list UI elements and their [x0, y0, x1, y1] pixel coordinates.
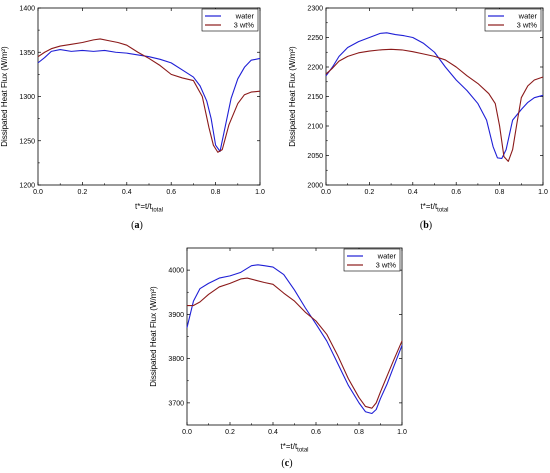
series-line-water — [325, 32, 544, 159]
x-axis-title: t*=t/ttotal — [420, 202, 448, 214]
x-tick-label: 0.2 — [225, 429, 235, 436]
y-tick-label: 3700 — [168, 400, 184, 407]
y-tick-label: 2300 — [307, 6, 323, 13]
x-tick-label: 1.0 — [397, 429, 407, 436]
legend-label: water — [377, 252, 397, 261]
x-tick-label: 0.8 — [495, 189, 505, 196]
y-tick-label: 2100 — [307, 124, 323, 131]
panel-label-open: ( — [281, 458, 285, 469]
series-line-3-wt- — [37, 38, 261, 153]
y-tick-label: 2250 — [307, 35, 323, 42]
panel-b: 0.0 0.2 0.4 0.6 0.8 1.0 2000 2050 2100 2150 2200 22… — [288, 6, 548, 232]
x-tick-label: 0.0 — [321, 189, 331, 196]
series-line-3-wt- — [187, 277, 403, 409]
panel-label: (c) — [281, 458, 292, 469]
panel-c: 0.0 0.2 0.4 0.6 0.8 1.0 3700 3800 3900 4000 Dissip… — [149, 247, 407, 469]
panel-label: (b) — [420, 220, 432, 231]
panel-label-close: ) — [140, 220, 143, 231]
y-tick-label: 1300 — [19, 94, 35, 101]
panel-label-letter: b — [423, 220, 429, 231]
series-line-water — [186, 264, 403, 415]
y-tick-label: 1350 — [19, 50, 35, 57]
plot-frame — [325, 7, 544, 186]
panel-label-open: ( — [131, 220, 135, 231]
panel-label-close: ) — [289, 458, 292, 469]
y-tick-label: 1400 — [19, 6, 35, 13]
plot-frame — [186, 247, 403, 426]
y-axis-title: Dissipated Heat Flux (W/m²) — [0, 46, 9, 147]
x-tick-label: 0.0 — [182, 429, 192, 436]
y-tick-label: 2050 — [307, 153, 323, 160]
y-axis-title: Dissipated Heat Flux (W/m²) — [149, 286, 158, 387]
x-axis-title-main: t*=t/t — [280, 442, 297, 451]
y-tick-label: 4000 — [168, 268, 184, 275]
x-tick-label: 1.0 — [255, 189, 265, 196]
x-tick-label: 1.0 — [538, 189, 548, 196]
x-axis-title-subscript: total — [437, 208, 448, 214]
panel-label-close: ) — [429, 220, 432, 231]
legend-label: 3 wt% — [376, 261, 397, 270]
series-line-water — [37, 49, 261, 152]
legend-label: 3 wt% — [234, 21, 255, 30]
x-tick-label: 0.6 — [166, 189, 176, 196]
x-tick-label: 0.2 — [78, 189, 88, 196]
y-tick-label: 2200 — [307, 65, 323, 72]
x-axis-title-subscript: total — [297, 448, 308, 454]
x-axis-title-main: t*=t/t — [135, 202, 152, 211]
panel-label-letter: a — [135, 220, 140, 231]
y-tick-label: 2150 — [307, 94, 323, 101]
legend-label: 3 wt% — [517, 21, 538, 30]
x-tick-label: 0.4 — [122, 189, 132, 196]
y-axis-title: Dissipated Heat Flux (W/m²) — [288, 46, 297, 147]
x-tick-label: 0.4 — [408, 189, 418, 196]
x-axis-title-main: t*=t/t — [420, 202, 437, 211]
x-axis-title-subscript: total — [152, 208, 163, 214]
x-tick-label: 0.6 — [311, 429, 321, 436]
panel-label: (a) — [131, 220, 143, 231]
x-tick-label: 0.0 — [33, 189, 43, 196]
panel-label-open: ( — [420, 220, 424, 231]
x-axis-title: t*=t/ttotal — [280, 442, 308, 454]
y-tick-label: 3900 — [168, 312, 184, 319]
panel-label-letter: c — [285, 458, 290, 469]
plot-frame — [37, 7, 261, 186]
y-tick-label: 1250 — [19, 138, 35, 145]
x-axis-title: t*=t/ttotal — [135, 202, 163, 214]
x-tick-label: 0.2 — [365, 189, 375, 196]
series-line-3-wt- — [325, 48, 544, 162]
legend-label: water — [518, 12, 538, 21]
y-tick-label: 2000 — [307, 183, 323, 190]
x-tick-label: 0.8 — [211, 189, 221, 196]
x-tick-label: 0.6 — [451, 189, 461, 196]
y-tick-label: 1200 — [19, 183, 35, 190]
y-tick-label: 3800 — [168, 356, 184, 363]
legend-label: water — [235, 12, 255, 21]
panel-a: 0.0 0.2 0.4 0.6 0.8 1.0 1200 1250 1300 1350 1400 Di… — [0, 6, 265, 232]
x-tick-label: 0.8 — [354, 429, 364, 436]
x-tick-label: 0.4 — [268, 429, 278, 436]
